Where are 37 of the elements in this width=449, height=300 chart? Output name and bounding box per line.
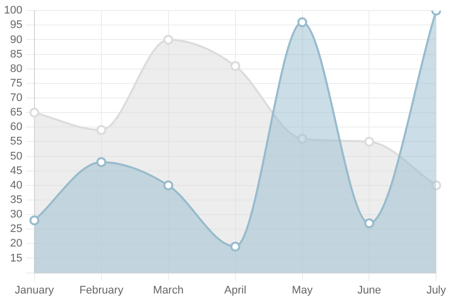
- point: [163, 180, 174, 190]
- point: [96, 157, 106, 168]
- x-tick-label: May: [292, 284, 314, 296]
- x-tick-label: March: [153, 284, 184, 296]
- y-tick-label: 85: [10, 48, 22, 60]
- y-tick-label: 50: [10, 150, 22, 162]
- point: [29, 108, 40, 118]
- point: [29, 215, 40, 226]
- y-tick-label: 35: [10, 194, 22, 206]
- x-tick-label: July: [426, 284, 446, 296]
- y-tick-label: 65: [10, 106, 22, 119]
- point: [297, 17, 308, 28]
- y-tick-label: 95: [10, 19, 22, 32]
- y-tick-label: 55: [10, 136, 22, 148]
- point: [431, 180, 442, 190]
- y-tick-label: 25: [10, 223, 22, 236]
- y-tick-label: 60: [10, 121, 22, 134]
- y-tick-label: 30: [10, 208, 22, 221]
- y-tick-label: 40: [10, 179, 22, 192]
- x-tick-label: January: [14, 284, 54, 296]
- y-tick-label: 90: [10, 34, 22, 46]
- y-tick-label: 80: [10, 62, 22, 75]
- y-tick-label: 15: [10, 252, 22, 264]
- x-tick-label: February: [79, 284, 124, 296]
- y-tick-label: 100: [4, 4, 22, 17]
- point: [230, 60, 240, 71]
- y-tick-label: 45: [10, 164, 22, 177]
- y-tick-label: 20: [10, 238, 22, 250]
- point: [364, 218, 374, 228]
- y-tick-label: 75: [10, 77, 22, 90]
- point: [230, 242, 240, 252]
- x-tick-label: June: [357, 284, 382, 296]
- point: [96, 125, 106, 136]
- x-tick-label: April: [224, 284, 246, 296]
- y-tick-label: 70: [10, 92, 22, 104]
- point: [364, 136, 374, 147]
- point: [163, 34, 174, 45]
